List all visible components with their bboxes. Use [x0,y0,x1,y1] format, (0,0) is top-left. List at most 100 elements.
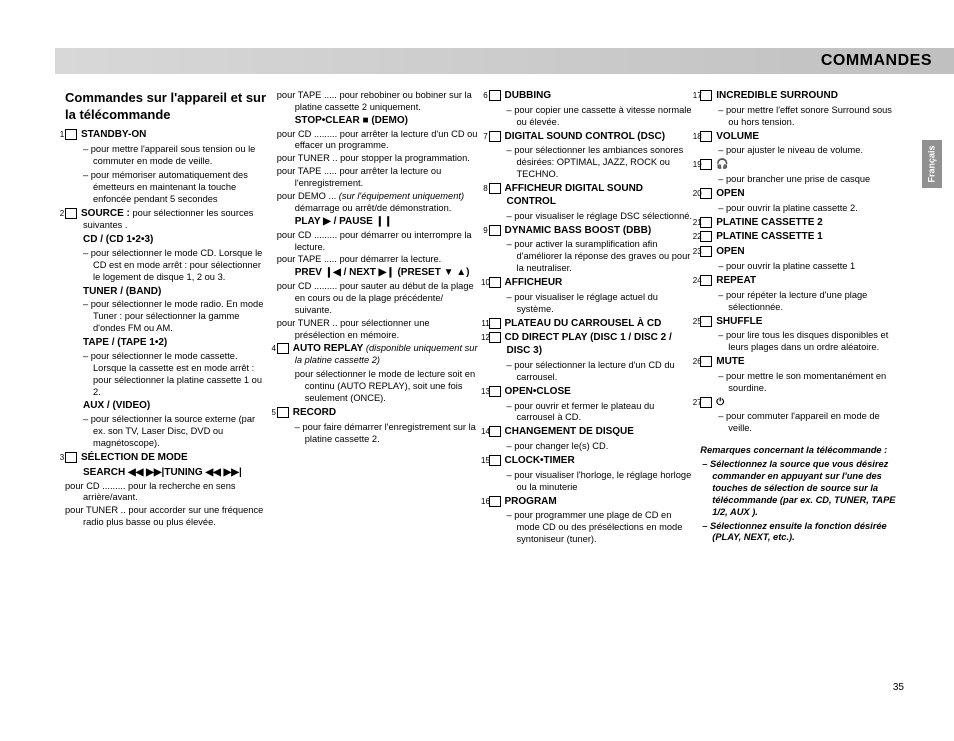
item-20: 20OPEN [700,188,904,201]
desc-14: – pour changer le(s) CD. [489,441,693,453]
desc-15: – pour visualiser l'horloge, le réglage … [489,470,693,494]
item-8: 8AFFICHEUR DIGITAL SOUND CONTROL [489,183,693,209]
desc-26: – pour mettre le son momentanément en so… [700,371,904,395]
remarks-title: Remarques concernant la télécommande : [700,445,904,457]
column-3: 6DUBBING – pour copier une cassette à vi… [489,90,693,548]
item-16: 16PROGRAM [489,496,693,509]
desc-1a: – pour mettre l'appareil sous tension ou… [65,144,269,168]
column-1: Commandes sur l'appareil et sur la téléc… [65,90,269,548]
header-band: COMMANDES [55,48,954,74]
column-2: pour TAPE ..... pour rebobiner ou bobine… [277,90,481,548]
desc-12: – pour sélectionner la lecture d'un CD d… [489,360,693,384]
item-13: 13OPEN•CLOSE [489,386,693,399]
sub-search: SEARCH ◀◀ ▶▶|TUNING ◀◀ ▶▶| [65,467,269,480]
title-4: AUTO REPLAY [293,343,364,354]
desc-2d: – pour sélectionner la source externe (p… [65,414,269,450]
num-5: 5 [277,407,289,418]
title-1: STANDBY-ON [81,129,146,140]
prev-cd: pour CD ......... pour sauter au début d… [277,281,481,317]
item-6: 6DUBBING [489,90,693,103]
desc-20: – pour ouvrir la platine cassette 2. [700,203,904,215]
stop-cd: pour CD ......... pour arrêter la lectur… [277,129,481,153]
desc-5: – pour faire démarrer l'enregistrement s… [277,422,481,446]
item-5: 5 RECORD [277,407,481,420]
play-cd: pour CD ......... pour démarrer ou inter… [277,230,481,254]
desc-16: – pour programmer une plage de CD en mod… [489,510,693,546]
language-tab: Français [922,140,942,188]
title-5: RECORD [293,407,336,418]
sub-tuner: TUNER / (BAND) [65,286,269,299]
desc-23: – pour ouvrir la platine cassette 1 [700,261,904,273]
desc-9: – pour activer la suramplification afin … [489,239,693,275]
sub-play: PLAY ▶ / PAUSE ❙❙ [277,216,481,229]
num-3: 3 [65,452,77,463]
remark-1: – Sélectionnez la source que vous désire… [700,459,904,518]
item-10: 10AFFICHEUR [489,277,693,290]
num-4: 4 [277,343,289,354]
page-header-title: COMMANDES [821,52,932,70]
stop-tuner: pour TUNER .. pour stopper la programmat… [277,153,481,165]
columns: Commandes sur l'appareil et sur la téléc… [65,90,904,548]
item-24: 24REPEAT [700,275,904,288]
page-content: Commandes sur l'appareil et sur la téléc… [0,0,954,568]
desc-18: – pour ajuster le niveau de volume. [700,145,904,157]
stop-demo: pour DEMO ... (sur l'équipement uniqueme… [277,191,481,215]
remark-2: – Sélectionnez ensuite la fonction désir… [700,521,904,545]
sub-cd: CD / (CD 1•2•3) [65,234,269,247]
item-21: 21PLATINE CASSETTE 2 [700,217,904,230]
desc-25: – pour lire tous les disques disponibles… [700,330,904,354]
sub-stop: STOP•CLEAR ■ (DEMO) [277,115,481,128]
search-tuner: pour TUNER .. pour accorder sur une fréq… [65,505,269,529]
desc-4: pour sélectionner le mode de lecture soi… [277,369,481,405]
search-cd: pour CD ......... pour la recherche en s… [65,481,269,505]
desc-17: – pour mettre l'effet sonore Surround so… [700,105,904,129]
item-14: 14CHANGEMENT DE DISQUE [489,426,693,439]
item-15: 15CLOCK•TIMER [489,455,693,468]
headphone-icon: 🎧 [716,159,728,170]
page-number: 35 [893,682,904,693]
desc-1b: – pour mémoriser automatiquement des éme… [65,170,269,206]
sub-aux: AUX / (VIDEO) [65,400,269,413]
desc-13: – pour ouvrir et fermer le plateau du ca… [489,401,693,425]
item-9: 9DYNAMIC BASS BOOST (DBB) [489,225,693,238]
sub-tape: TAPE / (TAPE 1•2) [65,337,269,350]
item-22: 22PLATINE CASSETTE 1 [700,231,904,244]
column-4: 17INCREDIBLE SURROUND – pour mettre l'ef… [700,90,904,548]
desc-10: – pour visualiser le réglage actuel du s… [489,292,693,316]
title-2: SOURCE : [81,208,130,219]
item-23: 23OPEN [700,246,904,259]
language-tab-label: Français [927,145,937,182]
stop-tape: pour TAPE ..... pour arrêter la lecture … [277,166,481,190]
remarks: Remarques concernant la télécommande : –… [700,445,904,544]
prev-tuner: pour TUNER .. pour sélectionner une prés… [277,318,481,342]
desc-2b: – pour sélectionner le mode radio. En mo… [65,299,269,335]
title-3: SÉLECTION DE MODE [81,452,188,463]
item-19: 19🎧 [700,159,904,172]
desc-2c: – pour sélectionner le mode cassette. Lo… [65,351,269,399]
item-2: 2SOURCE : pour sélectionner les sources … [65,208,269,233]
num-1: 1 [65,129,77,140]
power-icon: ⏻ [716,397,724,408]
item-11: 11PLATEAU DU CARROUSEL À CD [489,318,693,331]
search-tape: pour TAPE ..... pour rebobiner ou bobine… [277,90,481,114]
item-12: 12CD DIRECT PLAY (DISC 1 / DISC 2 / DISC… [489,332,693,358]
desc-6: – pour copier une cassette à vitesse nor… [489,105,693,129]
desc-24: – pour répéter la lecture d'une plage sé… [700,290,904,314]
item-25: 25SHUFFLE [700,316,904,329]
item-3: 3 SÉLECTION DE MODE [65,452,269,465]
item-17: 17INCREDIBLE SURROUND [700,90,904,103]
main-heading: Commandes sur l'appareil et sur la téléc… [65,90,269,123]
desc-27: – pour commuter l'appareil en mode de ve… [700,411,904,435]
item-4: 4AUTO REPLAY (disponible uniquement sur … [277,343,481,368]
desc-7: – pour sélectionner les ambiances sonore… [489,145,693,181]
item-7: 7DIGITAL SOUND CONTROL (DSC) [489,131,693,144]
item-27: 27⏻ [700,397,904,410]
desc-19: – pour brancher une prise de casque [700,174,904,186]
desc-8: – pour visualiser le réglage DSC sélecti… [489,211,693,223]
item-1: 1 STANDBY-ON [65,129,269,142]
item-26: 26MUTE [700,356,904,369]
play-tape: pour TAPE ..... pour démarrer la lecture… [277,254,481,266]
num-2: 2 [65,208,77,219]
sub-prev: PREV ❙◀ / NEXT ▶❙ (PRESET ▼ ▲) [277,267,481,280]
item-18: 18VOLUME [700,131,904,144]
